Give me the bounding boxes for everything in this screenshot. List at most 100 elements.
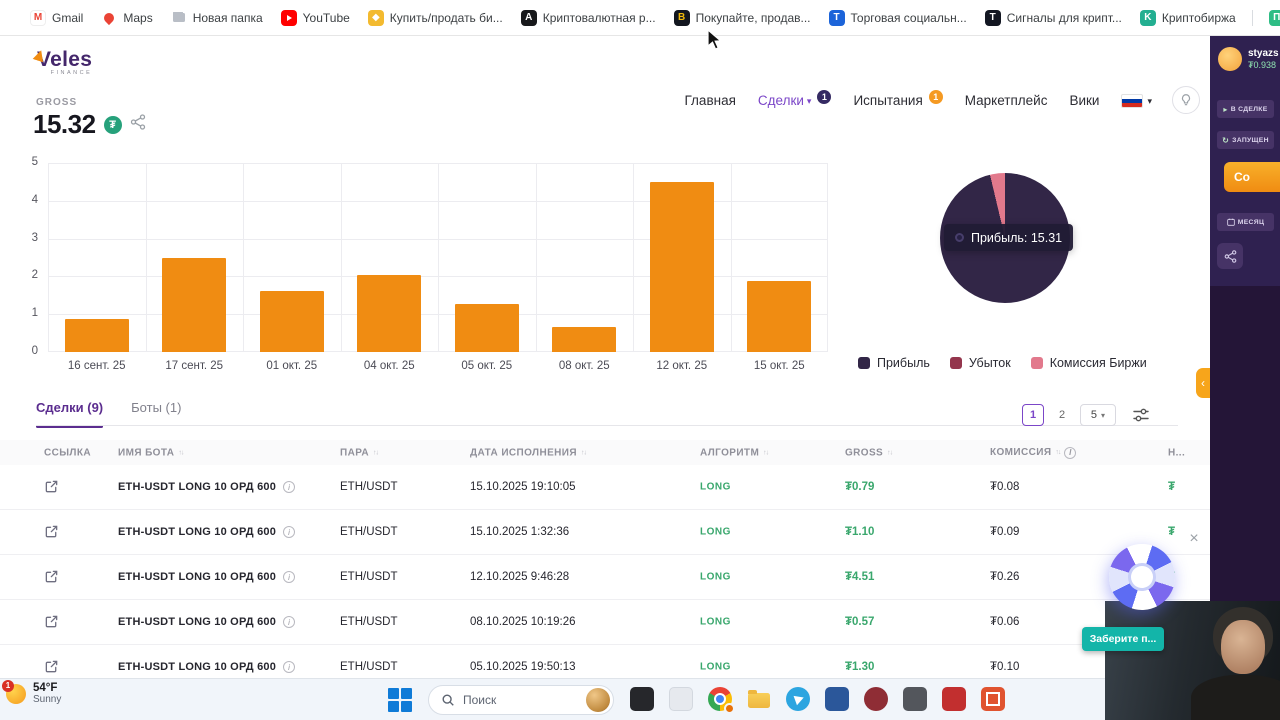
pair-cell: ETH/USDT xyxy=(340,616,398,628)
create-bot-button[interactable]: Со xyxy=(1224,162,1280,192)
legend-item[interactable]: Прибыль xyxy=(858,356,930,370)
external-link-icon[interactable] xyxy=(44,614,60,630)
gross-cell: ₮0.79 xyxy=(845,481,875,493)
chart-bar[interactable] xyxy=(454,303,519,352)
chart-bar[interactable] xyxy=(552,327,617,352)
windows-start-button[interactable] xyxy=(388,688,412,712)
page-2-button[interactable]: 2 xyxy=(1051,404,1073,426)
info-icon[interactable]: i xyxy=(283,661,296,673)
page-1-button[interactable]: 1 xyxy=(1022,404,1044,426)
weather-widget[interactable]: 1 54°F Sunny xyxy=(2,679,61,705)
language-selector[interactable]: ▾ xyxy=(1121,93,1152,108)
chart-bar[interactable] xyxy=(357,274,422,352)
taskbar-app-blue[interactable] xyxy=(825,687,849,711)
info-icon[interactable]: i xyxy=(283,616,296,628)
taskbar-app-dark[interactable] xyxy=(630,687,654,711)
page-size-select[interactable]: 5 ▾ xyxy=(1080,404,1116,426)
nav-item[interactable]: Маркетплейс xyxy=(965,93,1048,108)
veles-logo[interactable]: Veles FINANCE xyxy=(34,48,92,76)
external-link-icon[interactable] xyxy=(44,524,60,540)
bookmark-item[interactable]: M Gmail xyxy=(22,7,91,29)
column-header[interactable]: Н... xyxy=(1168,447,1185,458)
nav-item[interactable]: Вики xyxy=(1069,93,1099,108)
taskbar-app-telegram[interactable] xyxy=(786,687,810,711)
chart-bar[interactable] xyxy=(64,318,129,352)
claim-prize-button[interactable]: Заберите п... xyxy=(1082,627,1164,651)
taskbar-app-orange[interactable] xyxy=(981,687,1005,711)
chart-bar[interactable] xyxy=(162,257,227,352)
bookmark-item[interactable]: ППо... xyxy=(1261,7,1280,29)
search-highlight-image[interactable] xyxy=(586,688,610,712)
chart-bar[interactable] xyxy=(747,280,812,352)
bookmark-item[interactable]: T Сигналы для крипт... xyxy=(977,7,1130,29)
external-link-icon[interactable] xyxy=(44,569,60,585)
x-tick-label: 01 окт. 25 xyxy=(266,360,318,372)
bookmark-item[interactable]: YouTube xyxy=(273,7,358,29)
nav-item[interactable]: Главная xyxy=(685,93,736,108)
nav-item[interactable]: Испытания 1 xyxy=(853,89,943,108)
table-row[interactable]: ETH-USDT LONG 10 ОРД 600 i ETH/USDT 15.10.2… xyxy=(0,510,1210,555)
sort-icon[interactable]: ↑↓ xyxy=(763,449,769,456)
bookmark-item[interactable]: K Криптобиржа xyxy=(1132,7,1244,29)
chart-bar[interactable] xyxy=(649,181,714,352)
table-row[interactable]: ETH-USDT LONG 10 ОРД 600 i ETH/USDT 12.10.2… xyxy=(0,555,1210,600)
column-header[interactable]: GROSS ↑↓ xyxy=(845,447,893,458)
column-header[interactable]: ДАТА ИСПОЛНЕНИЯ ↑↓ xyxy=(470,447,587,458)
bookmark-item[interactable]: ◆ Купить/продать би... xyxy=(360,7,511,29)
taskbar-app-light[interactable] xyxy=(669,687,693,711)
lightbulb-icon xyxy=(1181,94,1191,106)
share-icon[interactable] xyxy=(130,114,146,135)
tab-deals[interactable]: Сделки (9) xyxy=(36,400,104,428)
column-header[interactable]: ССЫЛКА xyxy=(44,447,91,458)
bookmark-item[interactable]: T Торговая социальн... xyxy=(821,7,975,29)
sort-icon[interactable]: ↑↓ xyxy=(373,449,379,456)
legend-item[interactable]: Убыток xyxy=(949,356,1011,370)
algorithm-cell: LONG xyxy=(700,481,731,493)
x-tick-label: 16 сент. 25 xyxy=(67,360,126,372)
hint-button[interactable] xyxy=(1172,86,1200,114)
column-header[interactable]: АЛГОРИТМ ↑↓ xyxy=(700,447,769,458)
taskbar-app-red[interactable] xyxy=(942,687,966,711)
external-link-icon[interactable] xyxy=(44,479,60,495)
sort-icon[interactable]: ↑↓ xyxy=(580,449,587,456)
tab-bots[interactable]: Боты (1) xyxy=(131,400,182,415)
taskbar-app-folder[interactable] xyxy=(747,687,771,711)
running-status-button[interactable]: ↻ ЗАПУЩЕН xyxy=(1217,131,1274,149)
bookmark-item[interactable]: Maps xyxy=(93,7,160,29)
bot-name: ETH-USDT LONG 10 ОРД 600 xyxy=(118,481,277,493)
info-icon[interactable]: i xyxy=(283,481,296,493)
period-select[interactable]: МЕСЯЦ xyxy=(1217,213,1274,231)
sort-icon[interactable]: ↑↓ xyxy=(178,449,184,456)
info-icon[interactable]: i xyxy=(283,571,296,583)
info-icon[interactable]: i xyxy=(1064,446,1077,459)
share-button[interactable] xyxy=(1217,243,1243,269)
column-header[interactable]: ПАРА ↑↓ xyxy=(340,447,379,458)
calendar-icon xyxy=(1227,218,1235,226)
avatar[interactable] xyxy=(1218,47,1242,71)
close-icon[interactable]: × xyxy=(1189,530,1199,547)
user-chip[interactable]: styazs ₮0.938 xyxy=(1218,47,1279,71)
filter-button[interactable] xyxy=(1129,403,1153,427)
taskbar-app-gray[interactable] xyxy=(903,687,927,711)
external-link-icon[interactable] xyxy=(44,659,60,675)
chart-bar[interactable] xyxy=(259,290,324,352)
taskbar-app-maroon[interactable] xyxy=(864,687,888,711)
bookmark-item[interactable]: A Криптовалютная р... xyxy=(513,7,664,29)
search-input[interactable] xyxy=(463,693,573,707)
bookmark-item[interactable]: B Покупайте, продав... xyxy=(666,7,819,29)
bookmark-item[interactable]: Новая папка xyxy=(163,7,271,29)
legend-item[interactable]: Комиссия Биржи xyxy=(1030,356,1147,370)
search-bar[interactable] xyxy=(428,685,614,715)
expand-panel-tab[interactable]: ‹ xyxy=(1196,368,1210,398)
info-icon[interactable]: i xyxy=(283,526,296,538)
column-header[interactable]: ИМЯ БОТА ↑↓ xyxy=(118,447,184,458)
table-row[interactable]: ETH-USDT LONG 10 ОРД 600 i ETH/USDT 15.10.2… xyxy=(0,465,1210,510)
taskbar-app-chrome[interactable] xyxy=(708,687,735,714)
column-header[interactable]: КОМИССИЯ ↑↓ i xyxy=(990,446,1077,459)
in-deal-status-button[interactable]: ▸ В СДЕЛКЕ xyxy=(1217,100,1274,118)
table-row[interactable]: ETH-USDT LONG 10 ОРД 600 i ETH/USDT 08.10.2… xyxy=(0,600,1210,645)
sort-icon[interactable]: ↑↓ xyxy=(887,449,893,456)
table-row[interactable]: ETH-USDT LONG 10 ОРД 600 i ETH/USDT 05.10.2… xyxy=(0,645,1210,678)
nav-item[interactable]: Сделки ▾ 1 xyxy=(758,89,832,108)
sort-icon[interactable]: ↑↓ xyxy=(1055,449,1061,456)
